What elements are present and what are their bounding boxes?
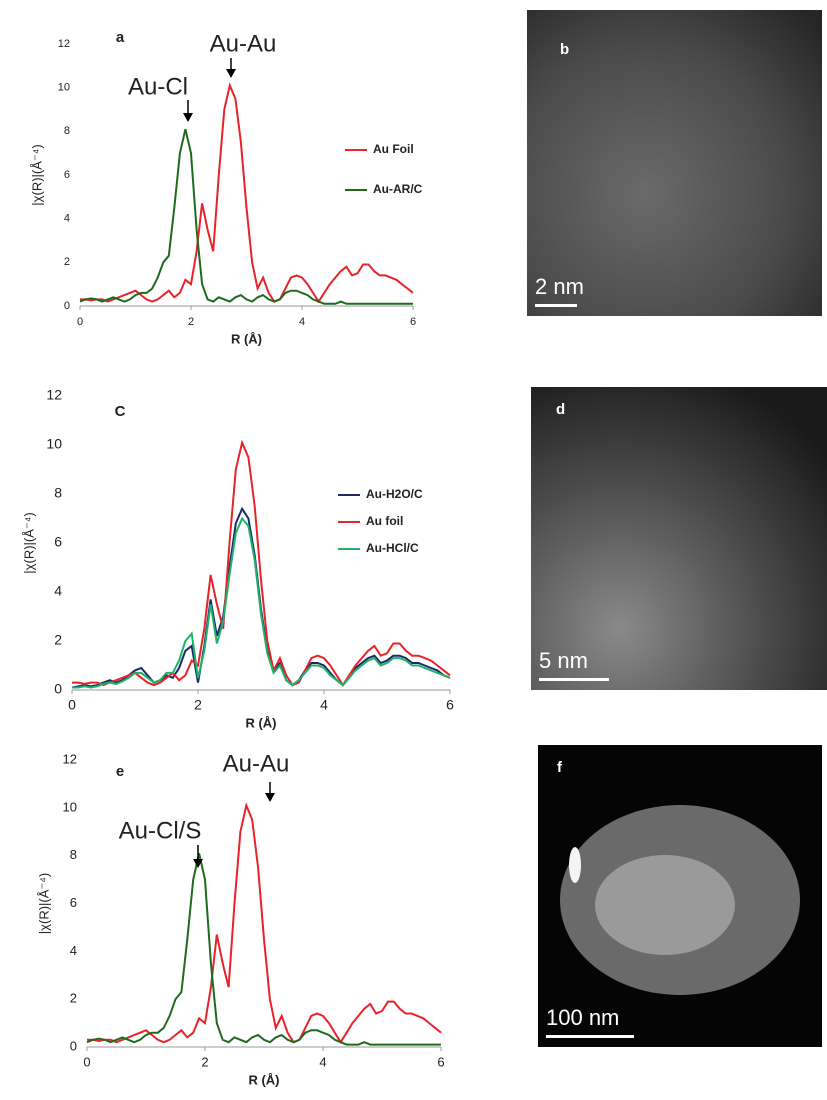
x-tick-label: 6 [446,697,454,713]
x-tick-label: 0 [68,697,76,713]
y-tick-label: 0 [64,300,70,312]
y-tick-label: 12 [63,751,77,766]
y-tick-label: 4 [64,213,70,225]
y-tick-label: 8 [54,485,62,501]
series-line [80,82,414,304]
y-tick-label: 10 [46,436,62,452]
x-axis-label: R (Å) [231,331,262,346]
particle-cluster [595,855,735,955]
y-tick-label: 4 [54,583,62,599]
series-line [79,128,413,305]
panel-label: f [557,759,563,776]
micrograph [527,10,822,316]
x-tick-label: 0 [77,316,83,328]
y-tick-label: 12 [58,38,70,50]
x-tick-label: 0 [83,1054,90,1069]
annotation-arrowhead [265,793,275,802]
y-tick-label: 4 [70,943,77,958]
y-tick-label: 6 [54,534,62,550]
annotation: Au-Au [210,30,277,57]
x-tick-label: 2 [194,697,202,713]
legend-label: Au Foil [373,142,414,156]
y-axis-label: |χ(R)|(Å⁻⁴) [21,512,36,573]
x-axis-label: R (Å) [248,1072,279,1087]
series-line [71,506,451,689]
series-line [87,802,442,1045]
x-tick-label: 4 [299,316,305,328]
scale-bar-label: 5 nm [539,648,588,673]
panel-label: d [556,401,565,418]
annotation-arrowhead [193,859,203,868]
scale-bar-label: 2 nm [535,274,584,299]
scale-bar-label: 100 nm [546,1005,619,1030]
y-tick-label: 0 [70,1038,77,1053]
y-tick-label: 2 [70,991,77,1006]
x-tick-label: 4 [320,697,328,713]
legend-label: Au-HCl/C [366,541,419,555]
panel-label: a [116,29,125,46]
panel-label: b [560,41,569,58]
y-tick-label: 8 [64,125,70,137]
y-tick-label: 0 [54,681,62,697]
scale-bar [539,678,609,681]
panel-label: C [115,403,126,420]
bright-particle [569,847,581,883]
y-axis-label: |χ(R)|(Å⁻⁴) [36,873,51,934]
annotation-arrowhead [183,113,193,122]
y-tick-label: 2 [54,632,62,648]
x-tick-label: 4 [319,1054,326,1069]
panel-label: e [116,763,124,780]
annotation: Au-Au [223,750,290,777]
y-tick-label: 8 [70,847,77,862]
x-tick-label: 6 [410,316,416,328]
y-tick-label: 6 [64,169,70,181]
scale-bar [535,304,577,307]
x-axis-label: R (Å) [245,715,276,730]
series-line [72,439,451,687]
legend-label: Au-H2O/C [366,487,423,501]
legend-label: Au-AR/C [373,182,423,196]
y-tick-label: 2 [64,256,70,268]
annotation: Au-Cl [128,73,188,100]
series-line [86,853,441,1046]
legend-label: Au foil [366,514,403,528]
x-tick-label: 2 [201,1054,208,1069]
annotation: Au-Cl/S [119,817,202,844]
y-tick-label: 10 [58,82,70,94]
micrograph [531,387,827,690]
y-tick-label: 10 [63,799,77,814]
y-tick-label: 12 [46,387,62,403]
scale-bar [546,1035,634,1038]
x-tick-label: 6 [437,1054,444,1069]
annotation-arrowhead [226,69,236,78]
y-tick-label: 6 [70,895,77,910]
y-axis-label: |χ(R)|(Å⁻⁴) [29,144,44,205]
x-tick-label: 2 [188,316,194,328]
series-line [72,516,451,689]
